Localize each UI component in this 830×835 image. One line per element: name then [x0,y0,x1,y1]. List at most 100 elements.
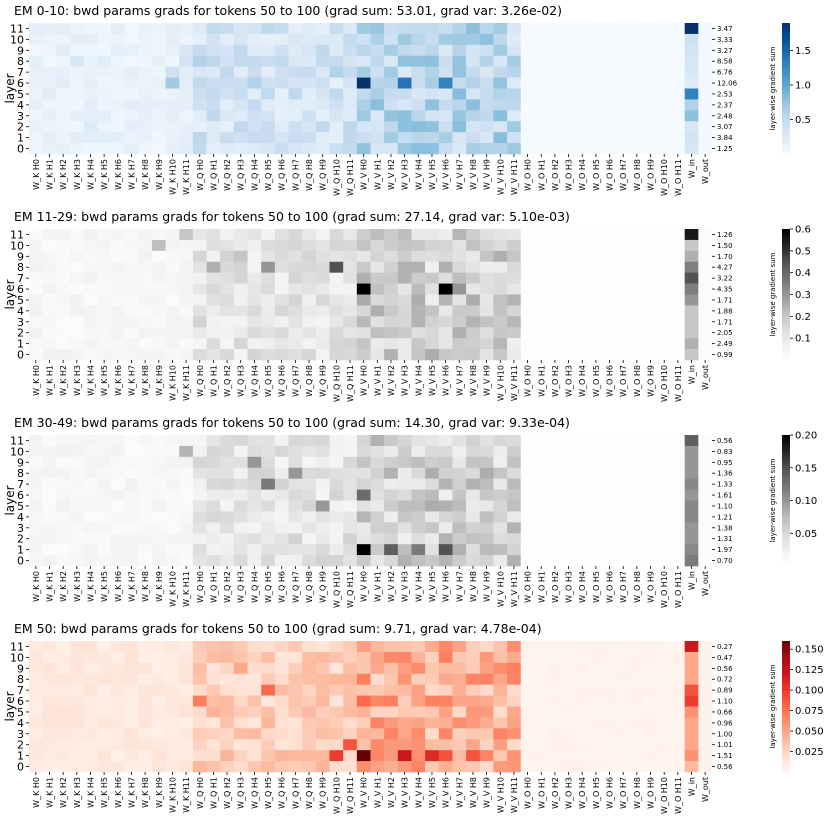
heatmap-cell [288,445,303,458]
heatmap-cell [56,435,71,447]
heatmap-cell [220,132,235,144]
heatmap-cell [110,316,125,328]
heatmap-cell [247,511,262,523]
heatmap-cell [438,489,453,501]
x-tick-label: W_O H10 [660,777,669,814]
heatmap-cell [329,283,344,295]
heatmap-cell [671,132,685,144]
x-tick-label: W_V H6 [442,159,451,190]
heatmap-cell [343,66,358,78]
heatmap-cell [124,338,139,350]
heatmap-cell [179,44,194,57]
heatmap-cell [110,132,125,144]
heatmap-cell [534,143,549,155]
heatmap-cell [589,555,604,567]
heatmap-cell [274,143,289,155]
heatmap-cell [507,445,522,458]
heatmap-cell [561,229,576,241]
heatmap-cell [548,239,563,252]
heatmap-cell [69,761,84,773]
heatmap-cell [288,33,303,46]
heatmap-cell [438,33,453,46]
heatmap-cell [220,641,235,653]
heatmap-cell [616,305,631,317]
heatmap-cell [657,66,672,78]
heatmap-cell [534,23,549,35]
heatmap-cell [561,445,576,458]
heatmap-cell [452,294,467,306]
y-tick-label: 10 [10,445,24,458]
heatmap-cell [534,77,549,89]
heatmap-cell [315,706,330,718]
heatmap-cell [438,750,453,762]
heatmap-cell [110,66,125,78]
heatmap-cell [466,272,481,284]
heatmap-cell [370,316,385,328]
heatmap-cell [192,88,207,100]
heatmap-cell [698,739,713,751]
x-tick-label: W_V H7 [455,159,464,190]
heatmap-cell [315,99,330,111]
heatmap-cell [411,435,426,447]
heatmap-cell [466,349,481,361]
heatmap-cell [438,445,453,458]
heatmap-cell [274,349,289,361]
heatmap-cell [507,739,522,751]
heatmap-cell [630,305,644,317]
heatmap-cell [602,229,617,241]
heatmap-cell [657,500,672,512]
heatmap-cell [616,641,631,653]
heatmap-cell [589,272,604,284]
heatmap-cell [192,44,207,57]
heatmap-cell [425,456,440,469]
colorbar-segment [782,60,790,63]
colorbar-tick-label: 0.025 [795,747,824,758]
heatmap-cell [630,66,644,78]
heatmap-cell [206,229,221,241]
heatmap-cell [643,695,658,707]
colorbar-segment [782,535,790,539]
heatmap-cell [165,316,180,328]
heatmap-cell [110,684,125,696]
heatmap-cell [466,662,481,675]
heatmap-cell [493,294,508,306]
heatmap-cell [370,695,385,707]
heatmap-cell [397,121,412,133]
heatmap-cell [561,478,576,490]
heatmap-cell [42,456,57,469]
heatmap-cell [179,533,194,545]
heatmap-cell [616,55,631,67]
heatmap-cell [56,272,71,284]
heatmap-cell [370,435,385,447]
heatmap-cell [684,717,699,729]
heatmap-cell [56,283,71,295]
colorbar-tick-label: 0.2 [795,312,811,323]
heatmap-cell [69,478,84,490]
x-tick-label: W_Q H11 [346,777,355,814]
colorbar-segment [782,29,790,33]
heatmap-cell [602,739,617,751]
x-tick-label: W_Q H6 [278,365,287,397]
heatmap-cell [507,641,522,653]
colorbar-segment [782,242,790,245]
heatmap-cell [630,684,644,696]
heatmap-cell [616,717,631,729]
heatmap-cell [466,761,481,773]
heatmap-cell [370,717,385,729]
heatmap-cell [288,500,303,512]
heatmap-cell [425,349,440,361]
heatmap-cell [425,750,440,762]
heatmap-cell [370,706,385,718]
colorbar-segment [782,706,790,710]
heatmap-cell [370,456,385,469]
heatmap-cell [329,66,344,78]
heatmap-cell [548,121,563,133]
heatmap-cell [520,110,535,122]
heatmap-cell [452,327,467,339]
heatmap-cell [643,662,658,675]
heatmap-cell [274,673,289,685]
heatmap-cell [548,467,563,479]
heatmap-cell [83,305,98,317]
heatmap-cell [384,695,399,707]
y-tick-label: 10 [10,239,24,252]
